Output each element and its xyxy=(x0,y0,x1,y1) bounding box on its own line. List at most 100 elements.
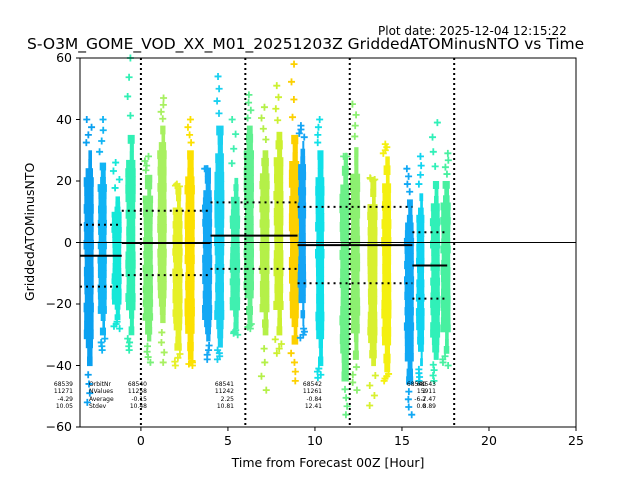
data-point-cluster xyxy=(111,288,122,295)
data-point-cluster xyxy=(273,207,284,217)
data-point xyxy=(429,148,437,156)
data-point xyxy=(245,99,253,107)
data-point-cluster xyxy=(298,294,306,304)
data-point xyxy=(101,335,109,343)
data-point-cluster xyxy=(260,273,270,282)
data-point-cluster xyxy=(405,222,414,231)
data-point-cluster xyxy=(185,289,195,299)
data-point xyxy=(234,331,242,339)
data-point xyxy=(403,180,411,188)
data-point-cluster xyxy=(111,211,122,218)
data-point-cluster xyxy=(142,299,154,307)
data-point xyxy=(429,133,437,141)
data-point-cluster xyxy=(160,314,166,324)
data-point xyxy=(366,401,374,409)
stat-orbit: 68542 xyxy=(302,381,322,388)
data-point-cluster xyxy=(443,195,450,204)
data-point-cluster xyxy=(298,187,307,196)
data-point-cluster xyxy=(98,298,107,307)
data-point-cluster xyxy=(350,288,360,298)
data-point xyxy=(98,346,106,354)
data-point-cluster xyxy=(259,196,270,205)
data-point-cluster xyxy=(404,299,414,308)
data-point xyxy=(291,368,299,376)
data-point-cluster xyxy=(441,274,451,283)
data-point-cluster xyxy=(214,236,225,247)
data-point-cluster xyxy=(233,309,239,317)
data-point xyxy=(124,335,132,343)
data-point-cluster xyxy=(84,284,94,295)
stat-average: -0.15 xyxy=(131,395,147,403)
data-point-cluster xyxy=(126,226,136,236)
data-point-cluster xyxy=(432,344,440,353)
data-point-cluster xyxy=(368,280,378,290)
data-point-cluster xyxy=(404,330,414,339)
data-point-cluster xyxy=(173,323,183,331)
data-point-cluster xyxy=(112,298,122,305)
data-point xyxy=(82,139,90,147)
data-point-cluster xyxy=(349,209,361,219)
data-point xyxy=(246,325,254,333)
data-point-cluster xyxy=(350,235,361,245)
data-point xyxy=(125,73,133,81)
data-point-cluster xyxy=(260,188,270,197)
data-point-cluster xyxy=(173,214,183,222)
data-point xyxy=(98,137,106,145)
data-point-cluster xyxy=(231,228,240,236)
data-point-cluster xyxy=(97,219,107,228)
data-point-cluster xyxy=(404,245,414,254)
stat-nvalues: 11261 xyxy=(302,388,322,396)
data-point-cluster xyxy=(420,358,423,367)
data-point xyxy=(88,123,96,131)
data-point-cluster xyxy=(367,311,378,320)
data-point xyxy=(380,377,388,385)
data-point-cluster xyxy=(381,290,392,301)
data-point xyxy=(115,175,123,183)
data-point xyxy=(146,358,154,366)
data-point-cluster xyxy=(341,362,349,373)
data-point-cluster xyxy=(263,311,268,320)
data-point-cluster xyxy=(340,296,350,307)
data-point xyxy=(99,126,107,134)
data-point-cluster xyxy=(214,264,225,274)
data-point-cluster xyxy=(298,287,306,296)
data-point xyxy=(296,334,304,342)
data-point-cluster xyxy=(381,308,392,319)
data-point-cluster xyxy=(143,244,153,252)
data-point-cluster xyxy=(416,322,425,331)
stat-average: 2.25 xyxy=(220,395,234,403)
data-point-cluster xyxy=(230,209,240,217)
data-point-cluster xyxy=(274,174,284,184)
data-point-cluster xyxy=(381,299,392,310)
data-point xyxy=(230,329,238,337)
data-point-cluster xyxy=(173,227,183,236)
data-point-cluster xyxy=(125,168,136,178)
x-tick-label: 20 xyxy=(481,433,497,448)
data-point-cluster xyxy=(315,186,325,196)
data-point-cluster xyxy=(158,297,166,307)
data-point-cluster xyxy=(430,329,441,338)
data-point-cluster xyxy=(315,204,325,214)
data-point-cluster xyxy=(406,368,413,377)
data-point-cluster xyxy=(98,191,107,200)
data-point-cluster xyxy=(420,351,423,359)
data-point-cluster xyxy=(175,336,182,344)
data-point-cluster xyxy=(129,143,134,153)
data-point-cluster xyxy=(404,345,414,354)
data-point xyxy=(213,355,221,363)
data-point-cluster xyxy=(244,158,254,168)
data-point-cluster xyxy=(98,212,107,221)
data-point-cluster xyxy=(142,264,154,273)
data-point-cluster xyxy=(99,162,107,171)
data-point-cluster xyxy=(417,272,424,280)
data-point xyxy=(275,345,283,353)
data-point-cluster xyxy=(382,264,391,274)
data-point xyxy=(289,113,297,121)
data-point-cluster xyxy=(434,188,439,197)
data-point xyxy=(366,381,374,389)
data-point-cluster xyxy=(340,324,350,335)
data-point-cluster xyxy=(203,247,212,256)
data-point-cluster xyxy=(112,263,122,269)
data-point xyxy=(124,92,132,100)
data-point-cluster xyxy=(98,277,107,286)
